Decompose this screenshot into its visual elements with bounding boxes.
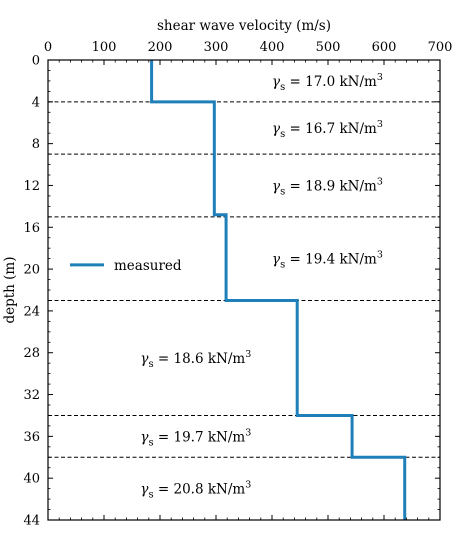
unit-weight-value: = 19.4 kN/m: [285, 252, 377, 268]
axis-ticks: 0 100 200 300 400 500 600 700 0 4 8 12 16 20 24 28 32 36 4…: [23, 40, 452, 529]
gamma-symbol: γ: [272, 74, 281, 90]
y-tick-label: 32: [23, 388, 40, 403]
x-tick-label: 200: [148, 40, 173, 55]
layer-unit-weight-label: γs = 19.7 kN/m3: [140, 427, 251, 448]
x-tick-label: 0: [44, 40, 52, 55]
y-tick-label: 20: [23, 263, 40, 278]
unit-superscript: 3: [245, 427, 251, 438]
y-tick-label: 24: [23, 304, 40, 319]
y-tick-label: 4: [32, 95, 40, 110]
series-line-measured: [150, 60, 407, 520]
y-tick-label: 40: [23, 472, 40, 487]
y-tick-label: 28: [23, 346, 40, 361]
unit-weight-value: = 17.0 kN/m: [285, 74, 377, 90]
layer-unit-weight-label: γs = 20.8 kN/m3: [140, 480, 251, 501]
unit-superscript: 3: [245, 480, 251, 491]
x-tick-label: 300: [204, 40, 229, 55]
layer-unit-weight-label: γs = 16.7 kN/m3: [272, 119, 383, 140]
y-tick-label: 44: [23, 514, 40, 529]
unit-superscript: 3: [377, 176, 383, 187]
unit-weight-value: = 19.7 kN/m: [154, 429, 246, 445]
unit-weight-value: = 18.6 kN/m: [154, 351, 246, 367]
y-tick-label: 36: [23, 430, 40, 445]
unit-weight-value: = 20.8 kN/m: [154, 482, 246, 498]
x-tick-label: 100: [92, 40, 117, 55]
gamma-subscript: s: [148, 359, 153, 370]
x-tick-label: 600: [372, 40, 397, 55]
gamma-symbol: γ: [140, 482, 149, 498]
gamma-symbol: γ: [272, 178, 281, 194]
x-tick-label: 500: [316, 40, 341, 55]
unit-superscript: 3: [377, 72, 383, 83]
x-tick-label: 400: [260, 40, 285, 55]
layer-unit-weight-label: γs = 19.4 kN/m3: [272, 250, 383, 271]
series-group: [150, 60, 407, 520]
gamma-symbol: γ: [140, 429, 149, 445]
gamma-subscript: s: [148, 437, 153, 448]
gamma-symbol: γ: [272, 121, 281, 137]
x-tick-label: 700: [428, 40, 453, 55]
gamma-subscript: s: [280, 260, 285, 271]
gamma-subscript: s: [280, 129, 285, 140]
layer-unit-weight-label: γs = 17.0 kN/m3: [272, 72, 383, 93]
legend: measured: [70, 258, 182, 274]
gamma-subscript: s: [280, 82, 285, 93]
layer-boundary-lines: [48, 101, 440, 458]
unit-weight-value: = 18.9 kN/m: [285, 178, 377, 194]
layer-unit-weight-label: γs = 18.6 kN/m3: [140, 349, 251, 370]
unit-weight-value: = 16.7 kN/m: [285, 121, 377, 137]
unit-superscript: 3: [377, 119, 383, 130]
y-tick-label: 0: [32, 54, 40, 69]
gamma-symbol: γ: [140, 351, 149, 367]
gamma-symbol: γ: [272, 252, 281, 268]
y-tick-label: 16: [23, 221, 40, 236]
unit-superscript: 3: [245, 349, 251, 360]
y-tick-label: 8: [32, 137, 40, 152]
y-axis-title: depth (m): [2, 256, 18, 323]
x-axis-title: shear wave velocity (m/s): [157, 18, 331, 34]
gamma-subscript: s: [148, 490, 153, 501]
layer-unit-weight-label: γs = 18.9 kN/m3: [272, 176, 383, 197]
y-tick-label: 12: [23, 179, 40, 194]
gamma-subscript: s: [280, 186, 285, 197]
legend-label: measured: [114, 258, 182, 274]
unit-superscript: 3: [377, 250, 383, 261]
